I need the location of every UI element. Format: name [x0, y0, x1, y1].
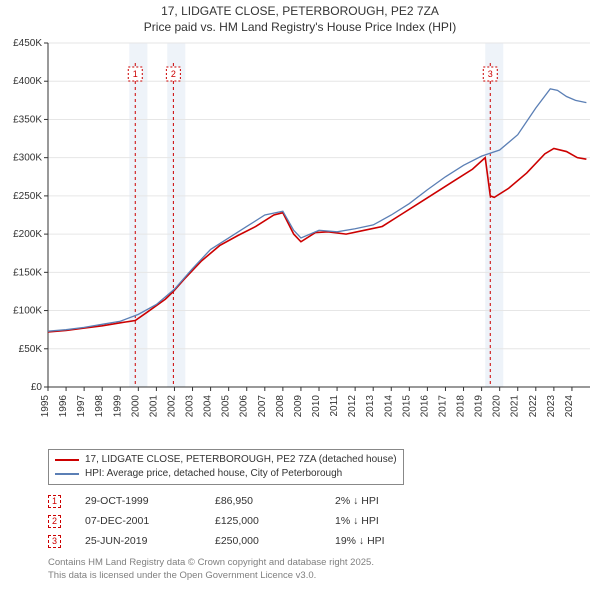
sale-price-cell: £86,950 — [215, 495, 335, 507]
xtick-label: 2015 — [401, 395, 412, 418]
footer-line1: Contains HM Land Registry data © Crown c… — [48, 557, 600, 569]
sale-marker-cell: 2 — [48, 515, 61, 528]
xtick-label: 2001 — [148, 395, 159, 418]
xtick-label: 2020 — [492, 395, 503, 418]
sale-row: 3 25-JUN-2019£250,00019% ↓ HPI — [48, 531, 600, 551]
sales-table: 1 29-OCT-1999£86,9502% ↓ HPI 2 07-DEC-2001£… — [48, 491, 600, 551]
xtick-label: 2017 — [437, 395, 448, 418]
xtick-label: 2010 — [311, 395, 322, 418]
legend-swatch — [55, 473, 79, 475]
xtick-label: 2006 — [239, 395, 250, 418]
footer-line2: This data is licensed under the Open Gov… — [48, 570, 600, 582]
xtick-label: 1995 — [40, 395, 51, 418]
xtick-label: 2021 — [510, 395, 521, 418]
xtick-label: 2016 — [419, 395, 430, 418]
xtick-label: 2005 — [221, 395, 232, 418]
xtick-label: 2007 — [257, 395, 268, 418]
title-line1: 17, LIDGATE CLOSE, PETERBOROUGH, PE2 7ZA — [0, 4, 600, 20]
sale-row: 2 07-DEC-2001£125,0001% ↓ HPI — [48, 511, 600, 531]
ytick-label: £150K — [13, 268, 42, 279]
sale-marker-label: 1 — [133, 69, 138, 79]
sale-diff-cell: 2% ↓ HPI — [335, 495, 435, 507]
chart-container: £0 £50K £100K £150K £200K £250K £300K £350K £400… — [0, 35, 600, 445]
xtick-label: 1996 — [58, 395, 69, 418]
xtick-label: 2008 — [275, 395, 286, 418]
legend-swatch — [55, 459, 79, 461]
sale-date-cell: 29-OCT-1999 — [85, 495, 215, 507]
footer-attribution: Contains HM Land Registry data © Crown c… — [48, 557, 600, 582]
ytick-label: £0 — [31, 382, 43, 393]
highlight-band — [485, 43, 503, 387]
xtick-label: 2022 — [528, 395, 539, 418]
xtick-label: 2024 — [564, 395, 575, 418]
series-hpi — [48, 89, 586, 331]
legend-box: 17, LIDGATE CLOSE, PETERBOROUGH, PE2 7ZA… — [48, 449, 404, 485]
xtick-label: 1999 — [112, 395, 123, 418]
legend-label: HPI: Average price, detached house, City… — [85, 467, 342, 481]
ytick-label: £50K — [19, 344, 43, 355]
chart-title-block: 17, LIDGATE CLOSE, PETERBOROUGH, PE2 7ZA… — [0, 0, 600, 35]
sale-price-cell: £250,000 — [215, 535, 335, 547]
series-property — [48, 149, 586, 332]
highlight-band — [129, 43, 147, 387]
ytick-label: £300K — [13, 153, 42, 164]
legend-row: 17, LIDGATE CLOSE, PETERBOROUGH, PE2 7ZA… — [55, 453, 397, 467]
xtick-label: 2019 — [474, 395, 485, 418]
xtick-label: 2023 — [546, 395, 557, 418]
xtick-label: 2011 — [329, 395, 340, 417]
xtick-label: 2014 — [383, 395, 394, 418]
xtick-label: 2003 — [185, 395, 196, 418]
xtick-label: 2013 — [365, 395, 376, 418]
sale-marker-cell: 1 — [48, 495, 61, 508]
legend-label: 17, LIDGATE CLOSE, PETERBOROUGH, PE2 7ZA… — [85, 453, 397, 467]
sale-marker-label: 2 — [171, 69, 176, 79]
sale-diff-cell: 19% ↓ HPI — [335, 535, 435, 547]
xtick-label: 2018 — [456, 395, 467, 418]
xtick-label: 2009 — [293, 395, 304, 418]
sale-diff-cell: 1% ↓ HPI — [335, 515, 435, 527]
sale-marker-cell: 3 — [48, 535, 61, 548]
xtick-label: 2000 — [130, 395, 141, 418]
sale-date-cell: 07-DEC-2001 — [85, 515, 215, 527]
chart-svg: £0 £50K £100K £150K £200K £250K £300K £350K £400… — [0, 35, 600, 445]
highlight-band — [167, 43, 185, 387]
sale-date-cell: 25-JUN-2019 — [85, 535, 215, 547]
ytick-label: £450K — [13, 38, 42, 49]
xtick-label: 1997 — [76, 395, 87, 418]
xtick-label: 2012 — [347, 395, 358, 418]
ytick-label: £250K — [13, 191, 42, 202]
xtick-label: 1998 — [94, 395, 105, 418]
sale-marker-label: 3 — [488, 69, 493, 79]
xtick-label: 2002 — [166, 395, 177, 418]
xtick-label: 2004 — [203, 395, 214, 418]
sale-row: 1 29-OCT-1999£86,9502% ↓ HPI — [48, 491, 600, 511]
ytick-label: £200K — [13, 229, 42, 240]
sale-price-cell: £125,000 — [215, 515, 335, 527]
legend-row: HPI: Average price, detached house, City… — [55, 467, 397, 481]
ytick-label: £400K — [13, 76, 42, 87]
ytick-label: £100K — [13, 306, 42, 317]
ytick-label: £350K — [13, 115, 42, 126]
title-line2: Price paid vs. HM Land Registry's House … — [0, 20, 600, 36]
